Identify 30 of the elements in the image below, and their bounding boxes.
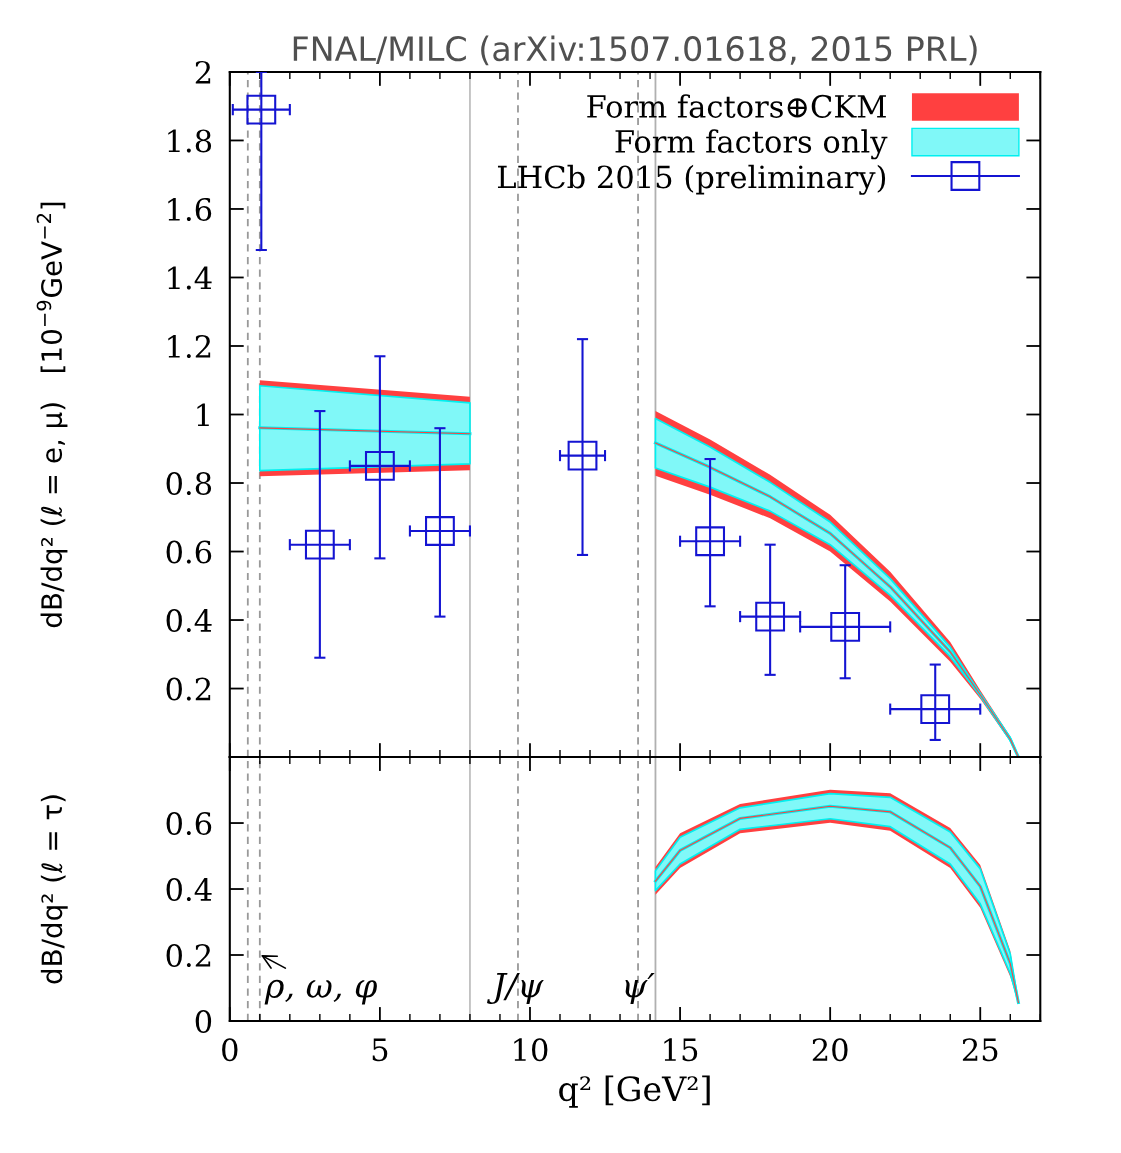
y-tick-label: 2	[195, 60, 211, 84]
y-axis-title: dB/dq² (ℓ = e, μ) [10$^{−9}$GeV$^{−2}$]	[36, 202, 68, 628]
x-tick-label: 5	[372, 1038, 388, 1062]
y-tick-label: 1.8	[168, 129, 212, 153]
x-tick-label: 10	[514, 1038, 548, 1062]
y-tick-label: 0.8	[166, 471, 212, 496]
y-tick-label: 0.2	[166, 677, 211, 701]
x-tick-label: 25	[962, 1038, 998, 1062]
legend-label: LHCb 2015 (preliminary)	[497, 164, 886, 195]
y-tick-label: 1.2	[168, 334, 211, 359]
annotation: ψ′	[625, 972, 655, 1005]
annotation: ρ, ω, φ	[264, 979, 377, 1005]
legend-label: Form factors⊕CKM	[587, 94, 886, 118]
y-tick-label: 1	[197, 403, 209, 427]
legend-label: Form factors only	[615, 129, 888, 160]
y-tick-label: 0.4	[166, 608, 212, 633]
y-axis-title: dB/dq² (ℓ = τ)	[40, 795, 68, 984]
x-axis-title: q² [GeV²]	[559, 1075, 710, 1108]
x-tick-label: 0	[222, 1038, 238, 1062]
y-tick-label: 0	[195, 1009, 212, 1034]
y-tick-label: 0.6	[166, 540, 212, 564]
x-tick-label: 15	[664, 1038, 698, 1062]
y-tick-label: 0.2	[166, 943, 211, 968]
y-tick-label: 0.4	[166, 877, 212, 902]
chart-title: FNAL/MILC (arXiv:1507.01618, 2015 PRL)	[293, 35, 977, 66]
x-tick-label: 20	[812, 1038, 848, 1062]
annotation: J/ψ	[487, 972, 544, 1005]
y-tick-label: 0.6	[166, 811, 212, 836]
y-tick-label: 1.4	[168, 266, 212, 290]
y-tick-label: 1.6	[168, 197, 212, 222]
